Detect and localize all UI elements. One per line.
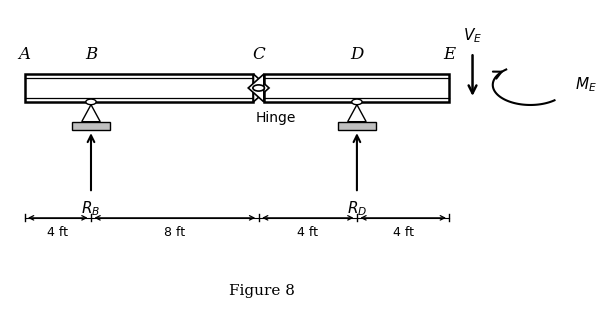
Polygon shape [248, 74, 264, 102]
Text: 4 ft: 4 ft [393, 226, 414, 239]
Polygon shape [253, 74, 269, 102]
Polygon shape [81, 105, 100, 122]
Text: B: B [85, 46, 97, 63]
Text: 4 ft: 4 ft [297, 226, 318, 239]
Bar [264, 74, 449, 102]
Text: 8 ft: 8 ft [164, 226, 185, 239]
Polygon shape [347, 105, 366, 122]
Text: $M_E$: $M_E$ [575, 76, 597, 94]
Bar [338, 122, 376, 130]
Circle shape [86, 99, 96, 105]
Text: $V_E$: $V_E$ [463, 26, 482, 45]
Bar [72, 122, 110, 130]
Text: Figure 8: Figure 8 [229, 284, 295, 298]
Text: D: D [350, 46, 364, 63]
Text: A: A [19, 46, 31, 63]
Bar [25, 74, 253, 102]
Text: $R_B$: $R_B$ [81, 199, 101, 218]
Text: 4 ft: 4 ft [47, 226, 68, 239]
Circle shape [253, 85, 264, 91]
Text: E: E [443, 46, 455, 63]
Circle shape [352, 99, 362, 105]
Text: C: C [252, 46, 265, 63]
Text: $R_D$: $R_D$ [347, 199, 367, 218]
Text: Hinge: Hinge [256, 111, 296, 125]
